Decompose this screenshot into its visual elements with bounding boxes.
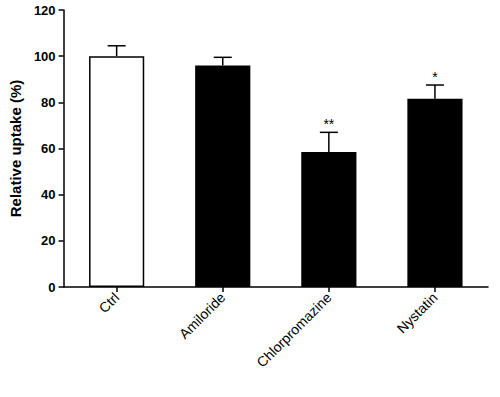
svg-text:Relative uptake (%): Relative uptake (%)	[7, 80, 24, 218]
svg-text:20: 20	[41, 233, 55, 248]
svg-text:80: 80	[41, 95, 55, 110]
svg-text:*: *	[432, 69, 438, 85]
svg-text:120: 120	[34, 3, 56, 18]
svg-text:**: **	[323, 116, 334, 132]
svg-text:Chlorpromazine: Chlorpromazine	[253, 289, 334, 370]
svg-text:Amiloride: Amiloride	[176, 289, 229, 342]
svg-text:60: 60	[41, 141, 55, 156]
svg-text:40: 40	[41, 187, 55, 202]
svg-text:0: 0	[48, 280, 55, 295]
svg-text:100: 100	[34, 49, 56, 64]
svg-text:Nystatin: Nystatin	[394, 289, 441, 336]
svg-text:Ctrl: Ctrl	[96, 289, 123, 316]
